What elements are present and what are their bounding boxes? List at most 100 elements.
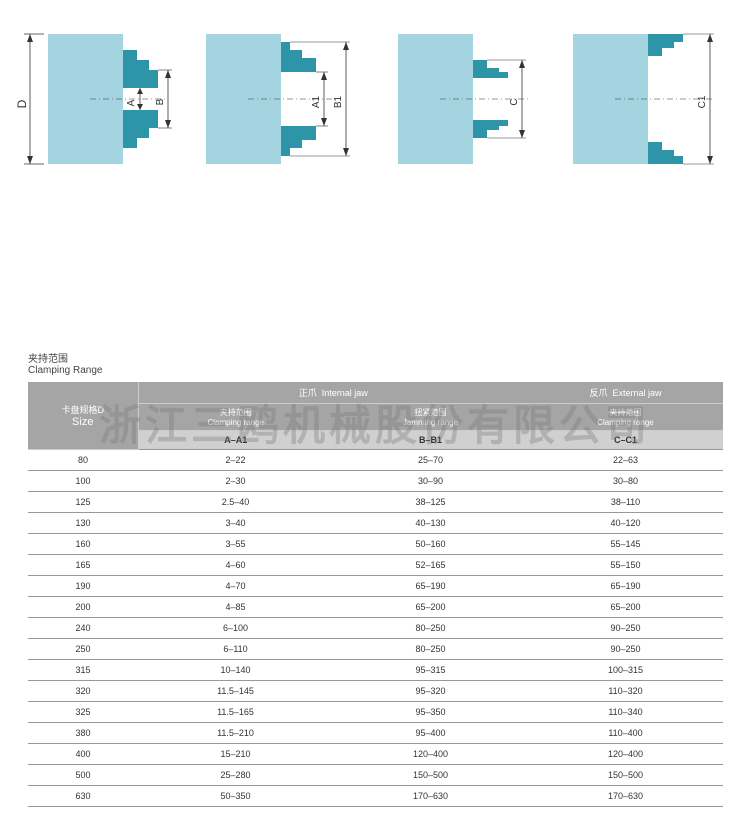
table-cell: 120–400	[333, 744, 528, 765]
table-cell: 80–250	[333, 639, 528, 660]
table-cell: 80	[28, 450, 138, 471]
header-clamp-en-a: Clamping range	[145, 418, 328, 427]
table-cell: 10–140	[138, 660, 333, 681]
table-cell: 95–350	[333, 702, 528, 723]
table-cell: 130	[28, 513, 138, 534]
table-cell: 11.5–165	[138, 702, 333, 723]
table-cell: 25–280	[138, 765, 333, 786]
table-cell: 11.5–145	[138, 681, 333, 702]
diagram-4-svg: C1	[565, 22, 740, 192]
table-cell: 6–100	[138, 618, 333, 639]
table-cell: 400	[28, 744, 138, 765]
diagrams-row: D A	[10, 22, 740, 192]
label-a: A	[126, 99, 137, 106]
table-cell: 11.5–210	[138, 723, 333, 744]
table-cell: 50–160	[333, 534, 528, 555]
table-cell: 160	[28, 534, 138, 555]
table-cell: 100–315	[528, 660, 723, 681]
chuck-body-2	[206, 34, 281, 164]
header-col-b: B–B1	[333, 431, 528, 450]
table-cell: 150–500	[333, 765, 528, 786]
label-c1: C1	[697, 95, 708, 108]
table-cell: 120–400	[528, 744, 723, 765]
header-jam-cn: 扭紧范围	[339, 407, 522, 418]
table-row: 1654–6052–16555–150	[28, 555, 723, 576]
table-cell: 2.5–40	[138, 492, 333, 513]
table-row: 1603–5550–16055–145	[28, 534, 723, 555]
header-external: 反爪 External jaw	[528, 382, 723, 404]
header-col-a: A–A1	[138, 431, 333, 450]
table-cell: 95–400	[333, 723, 528, 744]
clamping-table: 卡盘规格D Size 正爪 Internal jaw 反爪 External j…	[28, 382, 723, 807]
table-cell: 65–200	[333, 597, 528, 618]
table-cell: 4–85	[138, 597, 333, 618]
jaw-lower-3	[473, 120, 508, 138]
header-clamp-c: 夹持范围 Clamping range	[528, 404, 723, 431]
table-cell: 170–630	[333, 786, 528, 807]
table-cell: 30–80	[528, 471, 723, 492]
table-cell: 6–110	[138, 639, 333, 660]
section-title-en: Clamping Range	[28, 365, 723, 376]
table-cell: 100	[28, 471, 138, 492]
table-row: 32511.5–16595–350110–340	[28, 702, 723, 723]
header-clamp-en-c: Clamping range	[534, 418, 717, 427]
table-cell: 65–200	[528, 597, 723, 618]
jaw-upper-1	[123, 50, 158, 88]
table-cell: 630	[28, 786, 138, 807]
chuck-body-1	[48, 34, 123, 164]
label-b: B	[155, 98, 166, 105]
table-row: 63050–350170–630170–630	[28, 786, 723, 807]
table-cell: 50–350	[138, 786, 333, 807]
section-title-cn: 夹持范围	[28, 350, 723, 365]
label-a1: A1	[311, 95, 322, 108]
table-cell: 315	[28, 660, 138, 681]
table-cell: 3–55	[138, 534, 333, 555]
diagram-1: D A	[10, 22, 190, 192]
table-cell: 40–120	[528, 513, 723, 534]
jaw-upper-3	[473, 60, 508, 78]
table-cell: 325	[28, 702, 138, 723]
table-cell: 2–30	[138, 471, 333, 492]
table-section: 夹持范围 Clamping Range 卡盘规格D Size 正爪 Intern…	[28, 350, 723, 807]
table-cell: 38–125	[333, 492, 528, 513]
jaw-lower-4	[648, 142, 683, 164]
table-cell: 15–210	[138, 744, 333, 765]
header-clamp-cn-a: 夹持范围	[145, 407, 328, 418]
chuck-body-4	[573, 34, 648, 164]
table-row: 31510–14095–315100–315	[28, 660, 723, 681]
table-cell: 4–70	[138, 576, 333, 597]
table-cell: 52–165	[333, 555, 528, 576]
table-cell: 125	[28, 492, 138, 513]
diagram-3: C	[390, 22, 555, 192]
header-size-cn: 卡盘规格D	[34, 403, 132, 416]
table-cell: 4–60	[138, 555, 333, 576]
label-c: C	[509, 98, 520, 105]
table-cell: 95–320	[333, 681, 528, 702]
header-size-en: Size	[34, 416, 132, 428]
diagram-4: C1	[565, 22, 740, 192]
header-external-en: External jaw	[613, 388, 662, 398]
table-row: 38011.5–21095–400110–400	[28, 723, 723, 744]
table-cell: 30–90	[333, 471, 528, 492]
table-cell: 65–190	[528, 576, 723, 597]
table-cell: 250	[28, 639, 138, 660]
table-cell: 500	[28, 765, 138, 786]
diagram-2-svg: A1 B1	[198, 22, 378, 192]
header-size: 卡盘规格D Size	[28, 382, 138, 450]
jaw-lower-1	[123, 110, 158, 148]
header-jam-en: Jamming range	[339, 418, 522, 427]
table-cell: 55–150	[528, 555, 723, 576]
table-row: 2004–8565–20065–200	[28, 597, 723, 618]
table-cell: 240	[28, 618, 138, 639]
table-cell: 150–500	[528, 765, 723, 786]
jaw-upper-2	[281, 42, 316, 72]
table-cell: 3–40	[138, 513, 333, 534]
table-row: 50025–280150–500150–500	[28, 765, 723, 786]
table-cell: 320	[28, 681, 138, 702]
label-b1: B1	[333, 95, 344, 108]
chuck-body-3	[398, 34, 473, 164]
table-cell: 22–63	[528, 450, 723, 471]
table-cell: 170–630	[528, 786, 723, 807]
table-row: 1904–7065–19065–190	[28, 576, 723, 597]
diagram-3-svg: C	[390, 22, 555, 192]
